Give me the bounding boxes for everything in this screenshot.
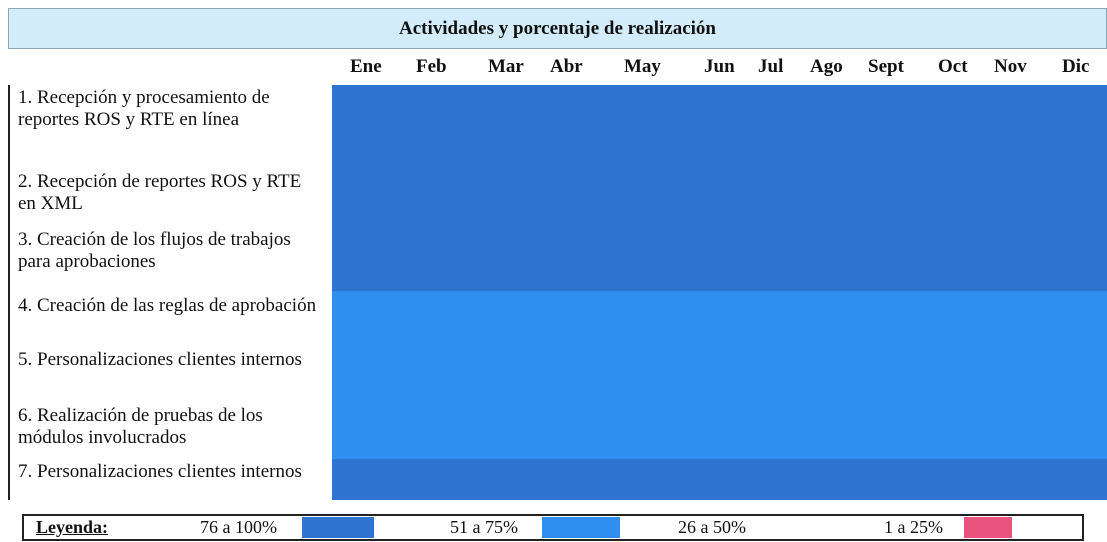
activity-label: 3. Creación de los flujos de trabajos pa… — [18, 229, 291, 272]
legend-label: 26 a 50% — [678, 517, 746, 537]
month-header: Sept — [868, 56, 904, 77]
month-header: Abr — [550, 56, 583, 77]
activity-bar-7 — [332, 459, 1107, 500]
month-header-row: Ene Feb Mar Abr May Jun Jul Ago Sept Oct… — [332, 52, 1107, 81]
legend-swatch-low — [964, 517, 1012, 538]
month-header: Mar — [488, 56, 524, 77]
activity-label: 1. Recepción y procesamiento de reportes… — [18, 87, 270, 130]
activity-label: 2. Recepción de reportes ROS y RTE en XM… — [18, 171, 302, 214]
chart-title-bar: Actividades y porcentaje de realización — [8, 8, 1107, 49]
month-header: Ago — [810, 56, 843, 77]
activity-label: 7. Personalizaciones clientes internos — [18, 461, 302, 482]
activity-label: 6. Realización de pruebas de los módulos… — [18, 405, 263, 448]
activity-label: 4. Creación de las reglas de aprobación — [18, 295, 317, 316]
legend-label: 1 a 25% — [884, 517, 943, 537]
month-header: Ene — [350, 56, 382, 77]
month-header: Nov — [994, 56, 1027, 77]
month-header: Jun — [704, 56, 735, 77]
legend-label: 76 a 100% — [200, 517, 277, 537]
month-header: May — [624, 56, 661, 77]
activity-chart: Actividades y porcentaje de realización … — [8, 8, 1107, 500]
month-header: Jul — [758, 56, 784, 77]
activity-bar-6 — [332, 403, 1107, 459]
activity-grid — [332, 85, 1107, 500]
activity-bar-5 — [332, 347, 1107, 403]
legend-swatch-high — [302, 517, 374, 538]
month-header: Feb — [416, 56, 447, 77]
month-header: Dic — [1062, 56, 1090, 77]
activity-label: 5. Personalizaciones clientes internos — [18, 349, 302, 370]
activity-bar-1 — [332, 85, 1107, 169]
legend: Leyenda: 76 a 100% 51 a 75% 26 a 50% 1 a… — [22, 514, 1084, 541]
month-header: Oct — [938, 56, 968, 77]
activity-bar-4 — [332, 291, 1107, 347]
chart-title: Actividades y porcentaje de realización — [399, 17, 716, 39]
activity-bar-2 — [332, 169, 1107, 227]
legend-label: 51 a 75% — [450, 517, 518, 537]
activity-label-column: 1. Recepción y procesamiento de reportes… — [8, 85, 334, 500]
activity-bar-3 — [332, 227, 1107, 291]
legend-swatch-mid — [542, 517, 620, 538]
legend-title: Leyenda: — [36, 517, 108, 537]
